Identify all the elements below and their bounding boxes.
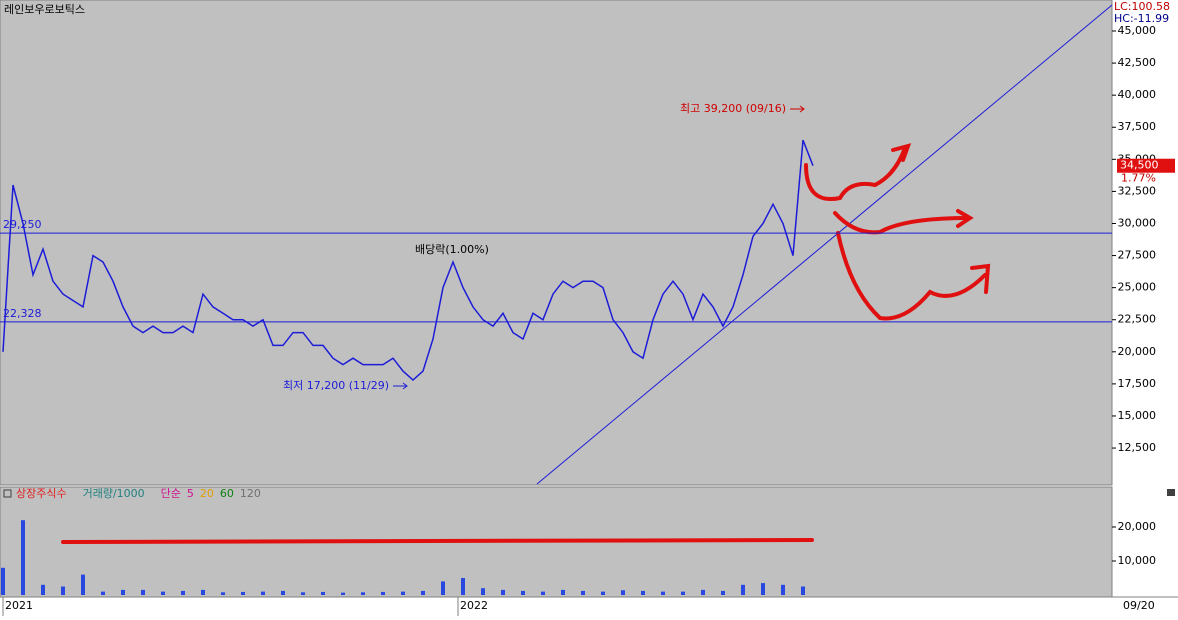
volume-bar [161,591,165,595]
volume-bar [181,590,185,595]
volume-bar [341,592,345,595]
y-tick-label: 20,000 [1118,345,1157,358]
volume-bar [501,589,505,595]
annotation: 최저 17,200 (11/29) [283,379,389,392]
y-tick-label: 27,500 [1118,249,1157,262]
last-price-box [1117,158,1175,173]
y-tick-label: 10,000 [1118,554,1157,567]
volume-bar [301,592,305,595]
volume-bar [61,586,65,595]
volume-bar [221,592,225,595]
y-tick-label: 45,000 [1118,24,1157,37]
annotation: 배당락(1.00%) [415,243,489,256]
hc-label: HC:-11.99 [1114,12,1169,25]
volume-bar [621,590,625,595]
volume-bar [441,581,445,595]
volume-bar [461,578,465,595]
annotation-arrow [790,105,805,113]
volume-bar [781,584,785,595]
volume-bar [641,590,645,595]
volume-bar [481,588,485,595]
y-tick-label: 40,000 [1118,88,1157,101]
y-tick-label: 30,000 [1118,216,1157,229]
lc-label: LC:100.58 [1114,0,1170,13]
volume-bar [281,590,285,595]
legend-entry: 120 [240,487,261,500]
annotation-arrow [393,382,408,390]
y-tick-label: 32,500 [1118,184,1157,197]
hand-drawn-arrows [61,143,991,544]
price-panel [0,0,1113,486]
volume-bar [761,583,765,595]
volume-bar [541,591,545,595]
volume-bar [101,591,105,595]
legend-entry: 60 [220,487,234,500]
volume-bar [141,589,145,595]
volume-bar [561,589,565,595]
title-box [2,2,110,17]
level-label: 22,328 [3,307,42,320]
x-tick-label: 2022 [460,599,488,612]
volume-bar [701,589,705,595]
volume-bar [601,591,605,595]
volume-bar [381,591,385,595]
volume-bar [361,592,365,595]
volume-bar [581,590,585,595]
change-label: 1.77% [1121,172,1156,185]
trend-line [536,4,1113,485]
volume-bar [721,590,725,595]
last-price-label: 34,500 [1120,159,1159,172]
legend-box [3,489,12,498]
volume-bar [241,591,245,595]
y-tick-label: 37,500 [1118,120,1157,133]
volume-bar [321,591,325,595]
y-tick-label: 22,500 [1118,313,1157,326]
legend-entry: 거래량/1000 [83,487,145,500]
legend-entry: 단순 [161,487,181,500]
close-box[interactable] [1167,489,1175,496]
legend-entry: 상장주식수 [16,487,67,500]
date-label: 09/20 [1123,599,1155,612]
volume-bar [121,589,125,595]
price-line [2,139,814,382]
legend-entry: 5 [187,487,194,500]
volume-bar [41,584,45,595]
volume-bar [401,591,405,595]
volume-bar [0,567,5,595]
volume-bar [201,589,205,595]
level-label: 29,250 [3,218,42,231]
legend-entry: 20 [200,487,214,500]
y-tick-label: 15,000 [1118,409,1157,422]
volume-bar [681,591,685,595]
y-tick-label: 20,000 [1118,520,1157,533]
volume-bar [521,590,525,595]
volume-bar [21,520,25,595]
x-tick-label: 2021 [5,599,33,612]
y-tick-label: 42,500 [1118,56,1157,69]
volume-bar [741,584,745,595]
volume-bar [421,590,425,595]
volume-bar [661,591,665,595]
annotation: 최고 39,200 (09/16) [680,102,786,115]
volume-bar [81,574,85,595]
y-tick-label: 25,000 [1118,281,1157,294]
chart-title: 레인보우로보틱스 [4,3,85,16]
volume-bar [261,591,265,595]
y-tick-label: 17,500 [1118,377,1157,390]
volume-bar [801,586,805,595]
y-tick-label: 12,500 [1118,441,1157,454]
